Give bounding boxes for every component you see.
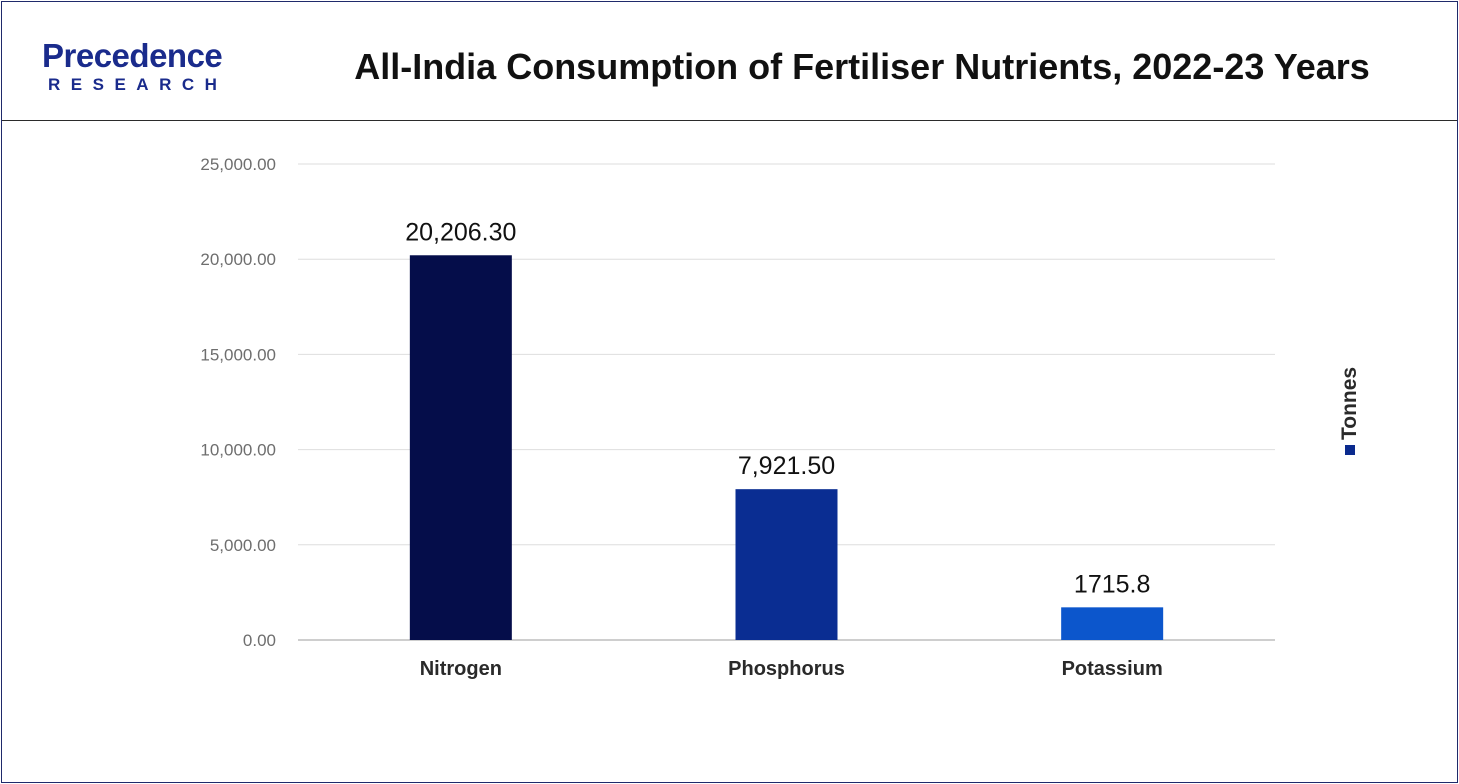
data-label: 20,206.30 [405, 218, 516, 246]
x-tick-label: Potassium [1062, 658, 1163, 680]
bars [409, 255, 1164, 641]
x-axis-ticks: Nitrogen Phosphorus Potassium [420, 658, 1163, 680]
legend: Tonnes [1338, 367, 1361, 455]
logo-wordmark: Precedence [42, 37, 223, 74]
data-label: 7,921.50 [738, 452, 835, 480]
y-tick-label: 10,000.00 [200, 441, 276, 460]
brand-logo: Precedence RESEARCH [42, 38, 272, 100]
y-tick-label: 0.00 [243, 631, 276, 650]
y-tick-label: 5,000.00 [210, 536, 276, 555]
chart-title: All-India Consumption of Fertiliser Nutr… [354, 46, 1370, 87]
y-tick-label: 15,000.00 [200, 345, 276, 364]
bar-phosphorus [735, 489, 838, 640]
legend-label: Tonnes [1338, 367, 1361, 440]
logo-subtitle: RESEARCH [48, 75, 228, 94]
legend-item: Tonnes [1338, 367, 1361, 455]
bar-potassium [1061, 607, 1164, 640]
y-axis-ticks: 0.00 5,000.00 10,000.00 15,000.00 20,000.00 2… [200, 155, 276, 650]
x-tick-label: Nitrogen [420, 658, 502, 680]
data-labels: 20,206.30 7,921.50 1715.8 [405, 218, 1150, 598]
y-tick-label: 25,000.00 [200, 155, 276, 174]
bar-nitrogen [409, 255, 512, 641]
legend-swatch [1345, 445, 1355, 455]
data-label: 1715.8 [1074, 570, 1150, 598]
header: Precedence RESEARCH All-India Consumptio… [2, 2, 1457, 121]
x-tick-label: Phosphorus [728, 658, 845, 680]
y-tick-label: 20,000.00 [200, 250, 276, 269]
